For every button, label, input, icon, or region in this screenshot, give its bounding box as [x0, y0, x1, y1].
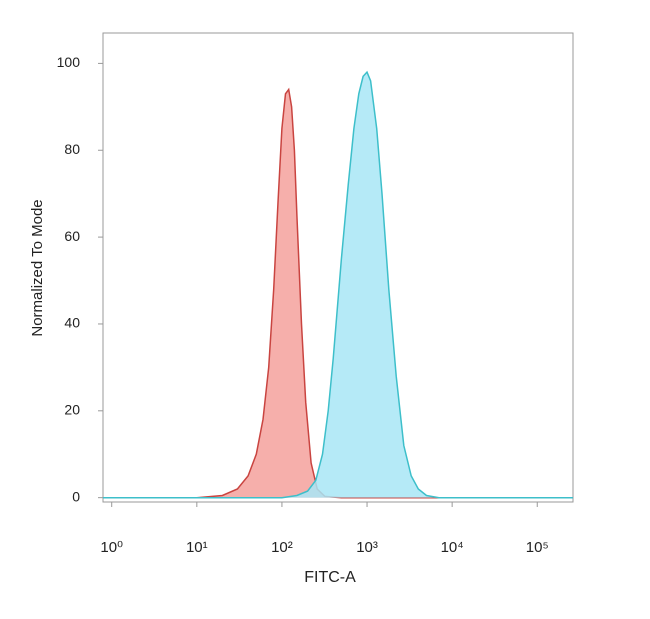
- histogram-line: [103, 70, 573, 499]
- x-tick-label: 10³: [356, 539, 378, 556]
- x-tick-label: 10²: [271, 539, 293, 556]
- x-tick-label: 10¹: [186, 539, 208, 556]
- y-tick-label: 0: [72, 488, 80, 504]
- x-tick-label: 10⁵: [526, 539, 549, 556]
- area-fill: [103, 72, 573, 498]
- y-tick-label: 80: [64, 141, 80, 157]
- plot-frame: [102, 32, 574, 503]
- y-tick-label: 60: [64, 228, 80, 244]
- y-axis-title: Normalized To Mode: [29, 199, 46, 336]
- y-tick-label: 40: [64, 315, 80, 331]
- histogram-line: [103, 87, 573, 499]
- x-tick-label: 10⁰: [100, 539, 123, 556]
- x-tick-label: 10⁴: [441, 539, 464, 556]
- x-axis-title: FITC-A: [304, 569, 356, 586]
- y-tick-label: 100: [57, 54, 81, 70]
- y-tick-label: 20: [64, 402, 80, 418]
